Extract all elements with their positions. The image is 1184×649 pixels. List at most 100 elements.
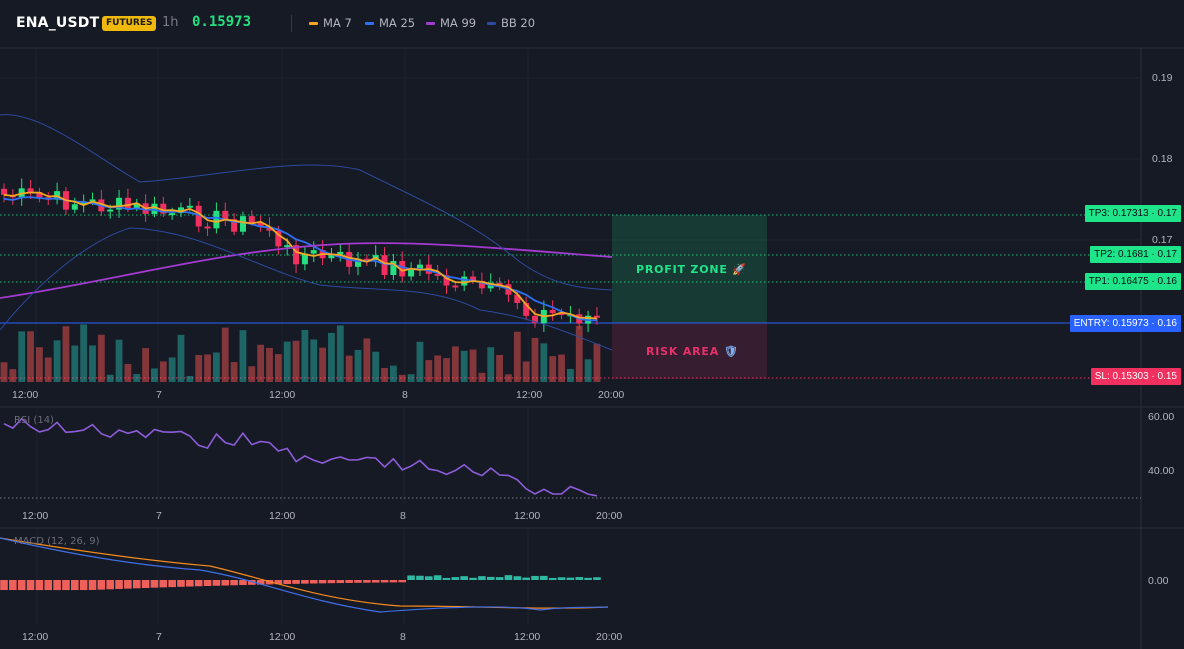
volume-bar bbox=[115, 339, 123, 382]
tp1-label[interactable]: TP1: 0.16475 · 0.16 bbox=[1084, 273, 1181, 290]
macd-histogram-bar bbox=[327, 580, 336, 584]
macd-histogram-bar bbox=[433, 575, 442, 580]
macd-histogram-bar bbox=[132, 580, 141, 589]
sl-label[interactable]: SL: 0.15303 · 0.15 bbox=[1090, 368, 1181, 385]
macd-histogram-bar bbox=[256, 580, 265, 585]
macd-histogram-bar bbox=[221, 580, 230, 586]
legend-item-bb20[interactable]: BB 20 bbox=[487, 16, 535, 30]
macd-histogram-bar bbox=[159, 580, 168, 588]
volume-bar bbox=[195, 355, 203, 382]
candle bbox=[523, 302, 530, 316]
macd-histogram-bar bbox=[177, 580, 185, 587]
volume-bar bbox=[584, 359, 592, 382]
candle bbox=[71, 204, 78, 210]
candle bbox=[301, 253, 308, 265]
candle bbox=[284, 245, 291, 248]
macd-histogram-bar bbox=[283, 580, 291, 585]
volume-bar bbox=[142, 348, 149, 382]
entry-label[interactable]: ENTRY: 0.15973 · 0.16 bbox=[1069, 315, 1181, 332]
time-tick: 7 bbox=[156, 631, 162, 643]
candle bbox=[213, 210, 220, 229]
candle bbox=[257, 222, 264, 227]
candle bbox=[222, 210, 229, 220]
time-tick: 12:00 bbox=[22, 510, 49, 522]
macd-histogram-bar bbox=[168, 580, 176, 588]
risk-area-label: RISK AREA 🛡 bbox=[646, 345, 739, 358]
macd-histogram-bar bbox=[0, 580, 8, 590]
macd-histogram-bar bbox=[380, 580, 389, 583]
candle bbox=[461, 276, 468, 286]
macd-histogram-bar bbox=[495, 577, 504, 580]
legend-label: BB 20 bbox=[501, 16, 536, 30]
volume-bar bbox=[328, 332, 335, 382]
volume-bar bbox=[18, 331, 26, 382]
ma25-line bbox=[3, 196, 597, 322]
candle bbox=[408, 268, 415, 277]
candle bbox=[381, 255, 388, 275]
time-tick: 7 bbox=[156, 389, 162, 401]
volume-bar bbox=[558, 354, 565, 382]
macd-histogram-bar bbox=[451, 577, 460, 580]
volume-bar bbox=[9, 369, 17, 382]
volume-bar bbox=[469, 349, 477, 382]
tp2-label[interactable]: TP2: 0.1681 · 0.17 bbox=[1090, 246, 1181, 263]
macd-histogram-bar bbox=[212, 580, 221, 586]
volume-bar bbox=[230, 362, 238, 382]
volume-bar bbox=[381, 367, 388, 382]
volume-bar bbox=[310, 339, 318, 382]
volume-bar bbox=[540, 343, 548, 382]
macd-histogram-bar bbox=[486, 576, 495, 580]
volume-bar bbox=[451, 346, 459, 382]
macd-histogram-bar bbox=[62, 580, 70, 591]
macd-histogram-bar bbox=[230, 580, 238, 586]
ma99-swatch bbox=[426, 21, 435, 25]
candle bbox=[116, 197, 123, 210]
macd-histogram-bar bbox=[442, 577, 451, 580]
volume-bar bbox=[593, 343, 601, 382]
macd-histogram-bar bbox=[416, 575, 424, 580]
candle bbox=[124, 197, 131, 209]
volume-bar bbox=[283, 341, 291, 382]
candle bbox=[248, 216, 255, 223]
volume-bar bbox=[531, 337, 539, 382]
candle bbox=[27, 188, 34, 193]
candle bbox=[363, 258, 370, 261]
bb-lower bbox=[0, 227, 613, 351]
legend-item-ma99[interactable]: MA 99 bbox=[426, 16, 476, 30]
symbol-name[interactable]: ENA_USDT bbox=[16, 15, 100, 31]
macd-histogram-bar bbox=[513, 576, 522, 580]
candle bbox=[275, 230, 282, 247]
candle bbox=[1, 188, 7, 195]
volume-bar bbox=[407, 374, 415, 382]
time-tick: 8 bbox=[400, 631, 406, 643]
volume-bar bbox=[0, 362, 8, 382]
legend-item-ma7[interactable]: MA 7 bbox=[309, 16, 352, 30]
timeframe-label[interactable]: 1h bbox=[162, 15, 179, 30]
macd-histogram-bar bbox=[79, 580, 88, 591]
risk-zone bbox=[612, 323, 767, 379]
volume-bar bbox=[390, 365, 397, 382]
volume-bar bbox=[213, 352, 220, 382]
candle bbox=[133, 203, 140, 209]
candle bbox=[478, 280, 485, 289]
macd-histogram-bar bbox=[407, 575, 415, 580]
volume-bar bbox=[151, 368, 158, 382]
time-tick: 12:00 bbox=[269, 631, 296, 643]
volume-bar bbox=[416, 341, 424, 382]
macd-histogram-bar bbox=[71, 580, 79, 591]
tp3-label[interactable]: TP3: 0.17313 · 0.17 bbox=[1084, 205, 1181, 222]
macd-histogram-bar bbox=[115, 580, 123, 589]
volume-bar bbox=[27, 331, 34, 382]
macd-histogram-bar bbox=[150, 580, 159, 588]
price-tick-1: 0.18 bbox=[1152, 153, 1173, 165]
candle bbox=[416, 264, 423, 269]
legend-item-ma25[interactable]: MA 25 bbox=[365, 16, 415, 30]
volume-bar bbox=[319, 347, 326, 382]
volume-bar bbox=[460, 350, 468, 382]
volume-bar bbox=[345, 355, 353, 382]
time-tick: 20:00 bbox=[596, 510, 623, 522]
volume-bar bbox=[443, 358, 450, 382]
macd-histogram-bar bbox=[389, 580, 398, 583]
ma99-line bbox=[0, 242, 613, 299]
